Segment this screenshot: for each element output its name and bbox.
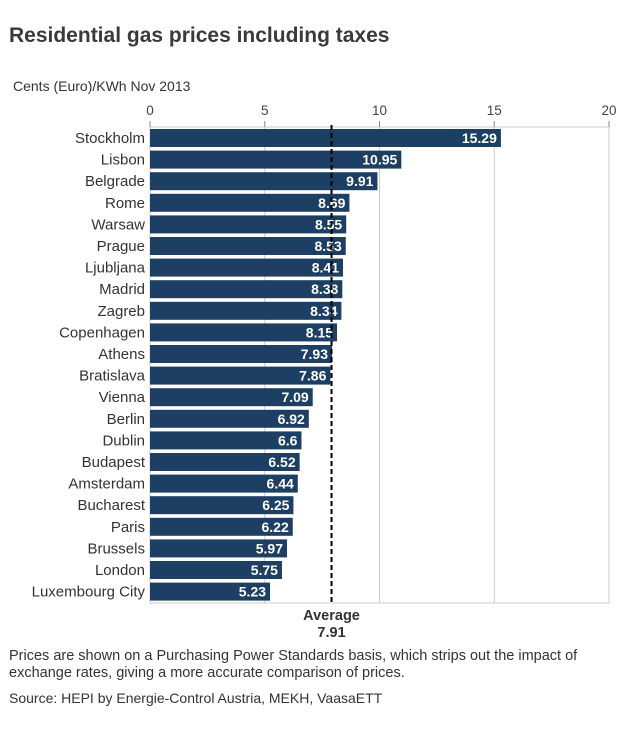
category-label: London (95, 562, 145, 579)
category-label: Dublin (102, 432, 145, 449)
bar (150, 453, 300, 471)
x-tick-label: 0 (146, 103, 154, 118)
data-label: 15.29 (462, 130, 497, 146)
data-label: 9.91 (346, 173, 373, 189)
category-label: Prague (97, 238, 145, 255)
data-label: 8.53 (315, 238, 342, 254)
data-label: 6.52 (268, 454, 295, 470)
category-label: Paris (111, 519, 145, 536)
bar-chart: 0 5 10 15 20 Stockholm 15.29 Lisbon 10.95 Belgrad… (32, 103, 617, 640)
bar (150, 431, 302, 450)
bar (150, 301, 342, 320)
category-label: Rome (105, 195, 145, 212)
category-label: Zagreb (97, 303, 145, 320)
data-label: 8.55 (315, 216, 342, 232)
x-tick-label: 20 (601, 103, 616, 118)
bar (150, 517, 293, 536)
bar (150, 150, 402, 169)
data-label: 7.93 (301, 346, 328, 362)
source-note: Source: HEPI by Energie-Control Austria,… (9, 690, 383, 706)
category-label: Brussels (87, 540, 145, 557)
category-label: Luxembourg City (32, 584, 146, 601)
category-label: Ljubljana (85, 260, 146, 277)
data-label: 10.95 (362, 152, 397, 168)
bar (150, 582, 271, 601)
bar (150, 388, 313, 407)
bar (150, 280, 343, 299)
bar (150, 193, 350, 212)
bar (150, 258, 344, 277)
bar (150, 561, 282, 579)
bar (150, 496, 294, 515)
data-label: 5.75 (251, 562, 278, 578)
category-label: Bucharest (77, 497, 145, 514)
bar (150, 323, 338, 342)
data-label: 7.86 (299, 368, 326, 384)
average-value-label: 7.91 (317, 625, 345, 640)
data-label: 8.69 (318, 195, 345, 211)
data-label: 6.6 (278, 432, 298, 448)
category-label: Lisbon (101, 152, 145, 169)
bar (150, 539, 288, 558)
category-label: Amsterdam (68, 476, 145, 493)
category-label: Bratislava (79, 368, 146, 385)
data-label: 8.34 (310, 303, 337, 319)
average-label: Average (303, 608, 360, 624)
bar (150, 366, 331, 385)
category-label: Copenhagen (59, 324, 145, 341)
bar (150, 409, 309, 428)
data-label: 5.23 (239, 584, 266, 600)
footnote: Prices are shown on a Purchasing Power S… (9, 648, 578, 681)
unit-label: Cents (Euro)/KWh Nov 2013 (13, 78, 191, 94)
bar (150, 237, 346, 255)
x-tick-label: 5 (261, 103, 269, 118)
bar (150, 129, 501, 147)
x-tick-label: 15 (487, 103, 502, 118)
bar (150, 345, 332, 363)
bar (150, 172, 378, 191)
data-label: 8.38 (311, 281, 338, 297)
category-label: Madrid (99, 281, 145, 298)
data-label: 5.97 (256, 540, 283, 556)
chart-title: Residential gas prices including taxes (9, 24, 390, 47)
x-tick-label: 10 (372, 103, 387, 118)
data-label: 8.15 (306, 324, 333, 340)
category-label: Berlin (107, 411, 145, 428)
data-label: 6.25 (262, 497, 289, 513)
category-label: Stockholm (75, 130, 145, 147)
category-label: Belgrade (85, 173, 145, 190)
category-label: Vienna (99, 389, 146, 406)
bar (150, 474, 298, 493)
category-label: Athens (98, 346, 145, 363)
data-label: 6.44 (267, 476, 294, 492)
data-label: 6.92 (278, 411, 305, 427)
category-label: Budapest (82, 454, 146, 471)
bar (150, 215, 347, 234)
data-label: 7.09 (281, 389, 308, 405)
category-label: Warsaw (91, 216, 145, 233)
data-label: 8.41 (312, 260, 339, 276)
data-label: 6.22 (261, 519, 288, 535)
